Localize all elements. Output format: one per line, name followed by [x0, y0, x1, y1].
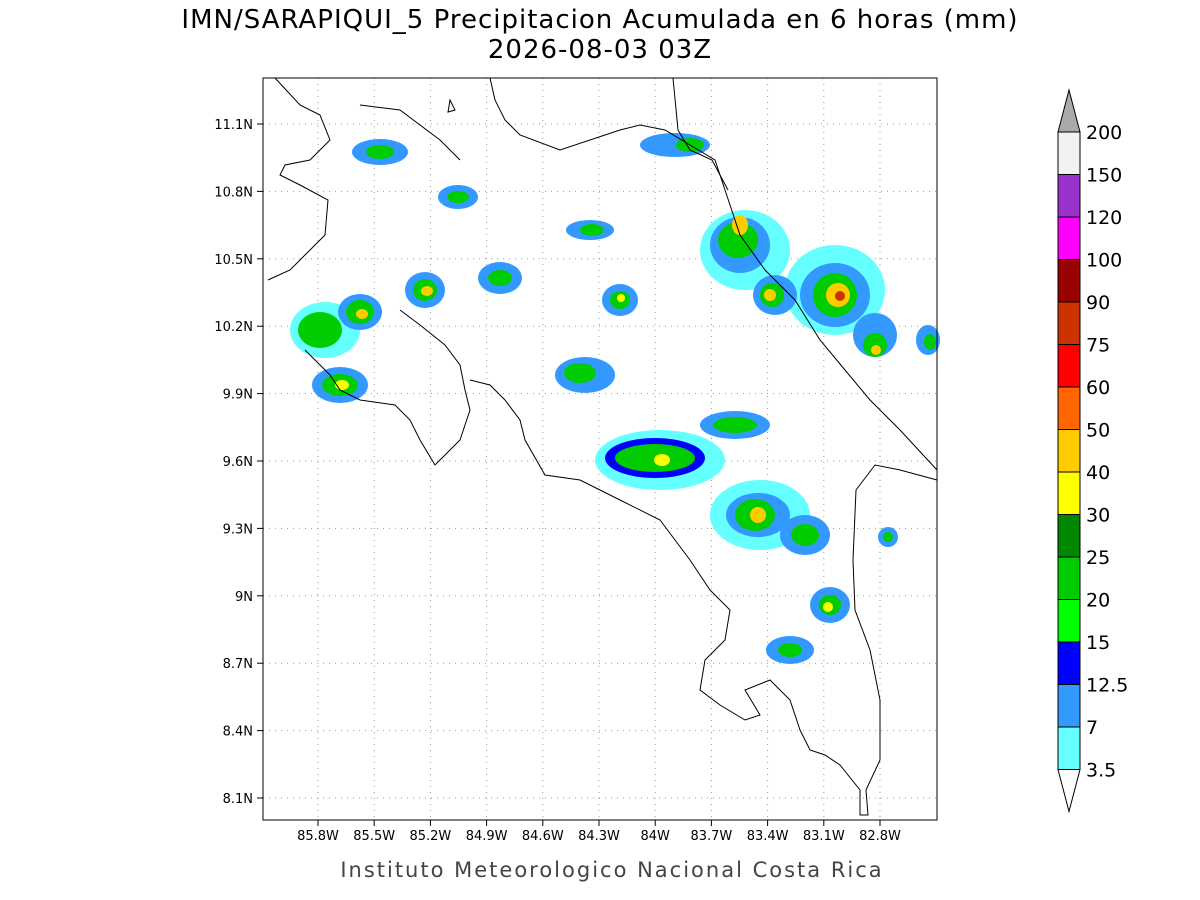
color-box	[1057, 386, 1081, 430]
colorbar: 200 150 120 100 90 75 60 50 40 30 25 20 15 12.5 7 3.5	[1057, 88, 1128, 814]
legend-label: 150	[1086, 165, 1122, 187]
under-arrow	[1057, 769, 1081, 814]
rain-cell	[785, 245, 885, 335]
legend-label: 60	[1086, 377, 1110, 399]
lon-label: 84W	[640, 829, 670, 844]
lon-label: 84.3W	[578, 829, 620, 844]
color-box	[1057, 429, 1081, 473]
lat-label: 9.9N	[223, 388, 253, 403]
lat-label: 9.6N	[223, 455, 253, 470]
color-box	[1057, 514, 1081, 558]
lon-label: 83.1W	[803, 829, 845, 844]
legend-label: 120	[1086, 207, 1122, 229]
lon-label: 85.8W	[297, 829, 339, 844]
rain-cell	[595, 430, 725, 490]
legend-label: 40	[1086, 462, 1110, 484]
lon-label: 85.5W	[353, 829, 395, 844]
grid	[263, 78, 937, 820]
title: IMN/SARAPIQUI_5 Precipitacion Acumulada …	[181, 5, 1018, 35]
lat-label: 11.1N	[214, 118, 253, 133]
lon-label: 84.6W	[522, 829, 564, 844]
legend-label: 90	[1086, 292, 1110, 314]
footer: Instituto Meteorologico Nacional Costa R…	[340, 858, 883, 882]
lon-label: 82.8W	[859, 829, 901, 844]
precipitation	[290, 133, 940, 664]
coastline	[267, 77, 938, 816]
legend-label: 12.5	[1086, 675, 1128, 697]
over-arrow	[1057, 88, 1081, 133]
legend-label: 75	[1086, 335, 1110, 357]
color-box	[1057, 344, 1081, 388]
color-box	[1057, 259, 1081, 303]
rain-cell	[290, 294, 382, 403]
legend-label: 3.5	[1086, 760, 1116, 782]
lat-label: 10.8N	[214, 185, 253, 200]
color-box	[1057, 684, 1081, 728]
lon-label: 84.9W	[466, 829, 508, 844]
color-box	[1057, 641, 1081, 685]
legend-label: 100	[1086, 250, 1122, 272]
color-box	[1057, 471, 1081, 515]
color-box	[1057, 131, 1081, 175]
lat-label: 8.1N	[223, 792, 253, 807]
legend-label: 200	[1086, 122, 1122, 144]
lat-label: 9N	[235, 590, 253, 605]
legend-label: 7	[1086, 717, 1098, 739]
lat-label: 10.2N	[214, 320, 253, 335]
map-frame	[262, 77, 938, 821]
lat-label: 8.4N	[223, 725, 253, 740]
lat-label: 8.7N	[223, 657, 253, 672]
legend-label: 15	[1086, 632, 1110, 654]
legend-label: 20	[1086, 590, 1110, 612]
color-box	[1057, 726, 1081, 770]
lon-label: 83.4W	[747, 829, 789, 844]
rain-cell	[352, 133, 940, 664]
legend-label: 30	[1086, 505, 1110, 527]
color-box	[1057, 301, 1081, 345]
color-box	[1057, 556, 1081, 600]
subtitle: 2026-08-03 03Z	[488, 35, 712, 65]
lat-label: 10.5N	[214, 253, 253, 268]
color-box	[1057, 216, 1081, 260]
lon-label: 83.7W	[690, 829, 732, 844]
rain-cell	[700, 210, 790, 290]
legend-label: 25	[1086, 547, 1110, 569]
axis-labels: 11.1N 10.8N 10.5N 10.2N 9.9N 9.6N 9.3N 9N 8.7N 8.…	[214, 118, 901, 844]
color-box	[1057, 174, 1081, 218]
lat-label: 9.3N	[223, 522, 253, 537]
legend-label: 50	[1086, 420, 1110, 442]
lon-label: 85.2W	[409, 829, 451, 844]
color-box	[1057, 599, 1081, 643]
